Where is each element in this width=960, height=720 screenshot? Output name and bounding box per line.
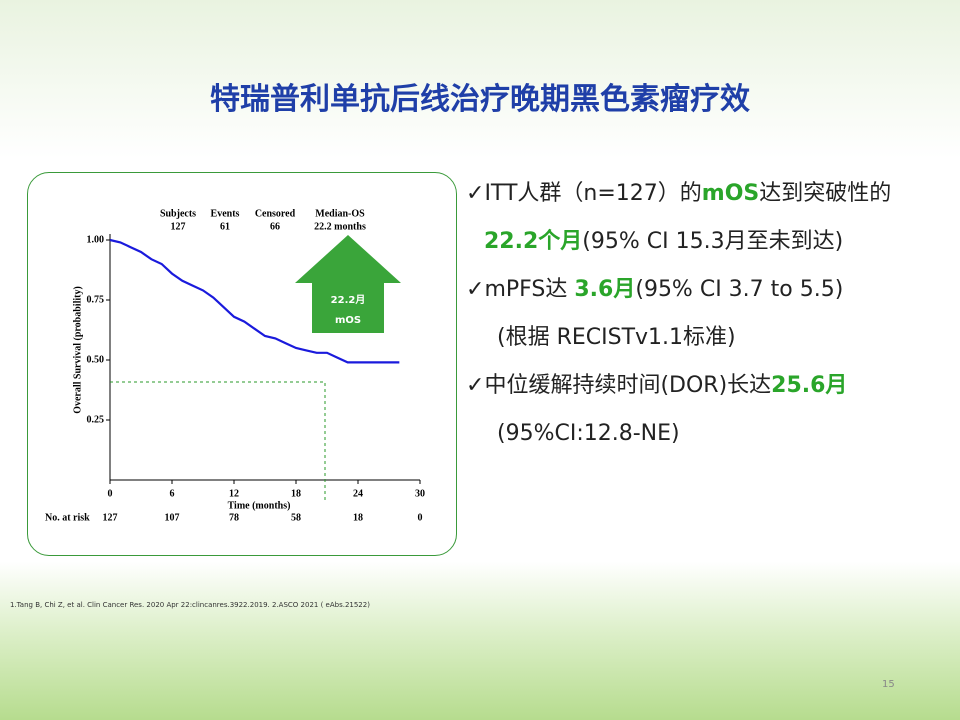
risk-value: 107 bbox=[165, 512, 180, 523]
y-tick-label: 0.25 bbox=[87, 414, 105, 425]
y-axis-label: Overall Survival (probability) bbox=[72, 286, 83, 414]
summary-value: 61 bbox=[220, 221, 230, 232]
risk-value: 78 bbox=[229, 512, 239, 523]
arrow-value: 22.2月 bbox=[331, 294, 366, 306]
highlight-text: mOS bbox=[701, 181, 760, 206]
summary-value: 66 bbox=[270, 221, 280, 232]
y-tick-label: 1.00 bbox=[87, 234, 105, 245]
bullet: ✓ITT人群（n=127）的mOS达到突破性的 22.2个月(95% CI 15.… bbox=[466, 170, 926, 266]
bullet: ✓mPFS达 3.6月(95% CI 3.7 to 5.5) bbox=[466, 266, 926, 314]
highlight-text: 3.6月 bbox=[574, 277, 636, 302]
summary-value: 127 bbox=[171, 221, 186, 232]
bullet-text: 中位缓解持续时间(DOR)长达 bbox=[484, 373, 772, 398]
y-tick-label: 0.50 bbox=[87, 354, 105, 365]
median-guide bbox=[110, 381, 326, 500]
x-tick-label: 30 bbox=[415, 488, 425, 499]
summary-header: Subjects bbox=[160, 208, 196, 219]
survival-curve bbox=[109, 238, 400, 364]
x-tick-label: 12 bbox=[229, 488, 239, 499]
x-axis-label: Time (months) bbox=[228, 500, 291, 511]
bullet-text: (95% CI 3.7 to 5.5) bbox=[635, 277, 844, 302]
page-number: 15 bbox=[882, 679, 895, 690]
bullet-note: (根据 RECISTv1.1标准) bbox=[497, 325, 736, 350]
bullet-list: ✓ITT人群（n=127）的mOS达到突破性的22.2个月(95% CI 15.… bbox=[466, 170, 926, 458]
x-tick-label: 18 bbox=[291, 488, 301, 499]
summary-header: Censored bbox=[255, 208, 296, 219]
bullet-text: ITT人群（n=127）的 bbox=[484, 181, 702, 206]
bullet-marker: ✓ bbox=[466, 181, 485, 206]
risk-value: 58 bbox=[291, 512, 301, 523]
summary-value: 22.2 months bbox=[314, 221, 366, 232]
footnote: 1.Tang B, Chi Z, et al. Clin Cancer Res.… bbox=[10, 601, 370, 609]
summary-header: Median-OS bbox=[315, 208, 365, 219]
arrow-label: mOS bbox=[335, 315, 361, 326]
arrow bbox=[295, 235, 401, 333]
summary-header: Events bbox=[211, 208, 240, 219]
highlight-text: 22.2个月 bbox=[484, 229, 583, 254]
risk-value: 18 bbox=[353, 512, 363, 523]
bullet-text: (95% CI 15.3月至未到达) bbox=[582, 229, 844, 254]
x-tick-label: 24 bbox=[353, 488, 363, 499]
bullet-marker: ✓ bbox=[466, 373, 485, 398]
risk-label: No. at risk bbox=[45, 512, 90, 523]
highlight-text: 25.6月 bbox=[771, 373, 848, 398]
bullet: ✓中位缓解持续时间(DOR)长达25.6月 bbox=[466, 362, 926, 410]
title: 特瑞普利单抗后线治疗晚期黑色素瘤疗效 bbox=[210, 82, 750, 117]
risk-value: 127 bbox=[103, 512, 118, 523]
bullet-text: 达到突破性的 bbox=[759, 181, 892, 206]
figure-frame bbox=[27, 172, 457, 556]
y-tick-label: 0.75 bbox=[87, 294, 105, 305]
x-tick-label: 0 bbox=[108, 488, 113, 499]
bullet-text: mPFS达 bbox=[484, 277, 575, 302]
risk-value: 0 bbox=[418, 512, 423, 523]
bullet-note: (95%CI:12.8-NE) bbox=[497, 421, 680, 446]
x-tick-label: 6 bbox=[170, 488, 175, 499]
bullet-marker: ✓ bbox=[466, 277, 485, 302]
